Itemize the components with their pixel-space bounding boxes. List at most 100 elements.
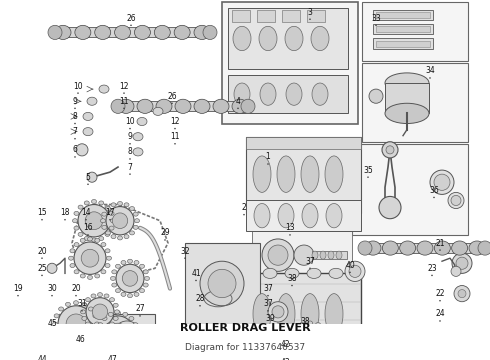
Ellipse shape: [469, 241, 485, 255]
Ellipse shape: [98, 327, 102, 331]
Ellipse shape: [100, 219, 105, 223]
Bar: [228, 8, 348, 69]
Ellipse shape: [267, 163, 269, 165]
Ellipse shape: [322, 327, 327, 331]
Ellipse shape: [74, 211, 79, 215]
Ellipse shape: [434, 174, 450, 190]
Text: 4: 4: [236, 97, 241, 106]
Ellipse shape: [129, 316, 134, 320]
Ellipse shape: [291, 285, 293, 286]
Ellipse shape: [75, 25, 91, 40]
Ellipse shape: [174, 25, 190, 40]
Ellipse shape: [76, 144, 88, 156]
Text: 23: 23: [427, 264, 437, 273]
Ellipse shape: [87, 184, 89, 185]
Bar: [365, 243, 485, 253]
Text: 41: 41: [191, 269, 201, 278]
Ellipse shape: [134, 292, 139, 296]
Text: 25: 25: [37, 264, 47, 273]
Ellipse shape: [80, 274, 85, 278]
Ellipse shape: [122, 271, 138, 286]
Text: 34: 34: [425, 66, 435, 75]
Ellipse shape: [241, 99, 255, 113]
Ellipse shape: [113, 303, 118, 307]
Ellipse shape: [77, 93, 79, 94]
Bar: [246, 273, 361, 359]
Ellipse shape: [121, 292, 126, 296]
Text: 28: 28: [195, 294, 205, 303]
Text: 11: 11: [119, 97, 129, 106]
Ellipse shape: [101, 270, 106, 274]
Ellipse shape: [88, 237, 93, 241]
Ellipse shape: [102, 225, 107, 229]
Text: 27: 27: [135, 304, 145, 313]
Ellipse shape: [199, 305, 201, 306]
Ellipse shape: [137, 99, 153, 113]
Ellipse shape: [91, 326, 96, 330]
Ellipse shape: [74, 123, 76, 124]
Ellipse shape: [431, 275, 433, 276]
Ellipse shape: [104, 326, 109, 330]
Ellipse shape: [95, 274, 100, 278]
Bar: [246, 137, 361, 213]
Ellipse shape: [78, 232, 83, 237]
Ellipse shape: [59, 337, 64, 341]
Bar: [185, 243, 260, 324]
Ellipse shape: [400, 241, 416, 255]
Text: 42: 42: [280, 340, 290, 349]
Ellipse shape: [113, 321, 141, 349]
Ellipse shape: [124, 235, 129, 239]
Ellipse shape: [129, 158, 131, 160]
Ellipse shape: [304, 328, 306, 330]
Ellipse shape: [139, 315, 141, 317]
Ellipse shape: [93, 330, 98, 334]
Ellipse shape: [129, 344, 134, 348]
Ellipse shape: [109, 211, 114, 215]
Ellipse shape: [327, 350, 332, 354]
Text: 37: 37: [263, 284, 273, 293]
Text: 36: 36: [429, 186, 439, 195]
Ellipse shape: [134, 261, 139, 265]
Bar: [222, 2, 358, 123]
Text: 7: 7: [73, 127, 77, 136]
Bar: [246, 137, 361, 149]
Ellipse shape: [153, 107, 163, 116]
Text: 19: 19: [13, 284, 23, 293]
Ellipse shape: [102, 316, 134, 348]
Ellipse shape: [88, 337, 94, 341]
Ellipse shape: [105, 264, 110, 267]
Ellipse shape: [74, 301, 78, 305]
Ellipse shape: [134, 219, 140, 223]
Ellipse shape: [129, 143, 131, 144]
Ellipse shape: [84, 201, 89, 205]
Ellipse shape: [112, 270, 117, 274]
Ellipse shape: [109, 323, 127, 341]
Text: 39: 39: [265, 314, 275, 323]
Text: 44: 44: [37, 355, 47, 360]
Bar: [373, 39, 433, 49]
Ellipse shape: [156, 99, 172, 113]
Ellipse shape: [51, 330, 53, 332]
Ellipse shape: [70, 249, 75, 253]
Text: 45: 45: [47, 320, 57, 328]
Ellipse shape: [200, 261, 244, 306]
Text: 33: 33: [371, 14, 381, 23]
Ellipse shape: [55, 25, 71, 40]
Text: 47: 47: [107, 355, 117, 360]
Ellipse shape: [108, 348, 113, 352]
Ellipse shape: [98, 337, 103, 342]
Text: 9: 9: [73, 97, 77, 106]
Ellipse shape: [102, 316, 107, 320]
Ellipse shape: [106, 207, 134, 235]
Ellipse shape: [81, 302, 87, 306]
Ellipse shape: [105, 207, 110, 211]
Text: 38: 38: [287, 274, 297, 283]
Text: 5: 5: [86, 173, 91, 182]
Bar: [252, 231, 352, 279]
Text: ROLLER DRAG LEVER: ROLLER DRAG LEVER: [180, 323, 310, 333]
Ellipse shape: [111, 203, 116, 207]
Bar: [373, 24, 433, 35]
Ellipse shape: [320, 251, 326, 259]
Ellipse shape: [133, 132, 143, 141]
Ellipse shape: [452, 253, 472, 273]
